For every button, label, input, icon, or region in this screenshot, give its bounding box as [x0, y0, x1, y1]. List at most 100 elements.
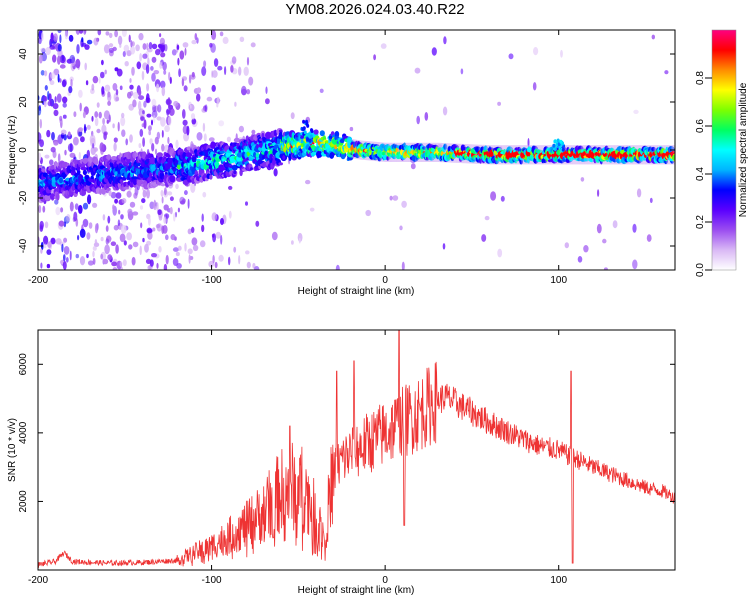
spectrogram-speckle [442, 106, 448, 116]
spectrogram-speckle [60, 129, 67, 135]
spectrogram-speckle [129, 84, 134, 90]
spectrogram-speckle [139, 53, 143, 62]
spectrogram-speckle [219, 31, 224, 37]
spectrogram-speckle [119, 233, 126, 243]
spectrogram-speckle [78, 151, 81, 160]
spectrogram-speckle [97, 30, 102, 36]
spectrogram-speckle [146, 83, 150, 92]
spectrogram-speckle [51, 131, 55, 141]
spectrogram-burst [302, 147, 306, 152]
x-tick-label: 0 [382, 575, 388, 586]
spectrogram-speckle [151, 253, 157, 258]
snr-y-ticks: 2000 4000 6000 [18, 353, 675, 513]
spectrogram-speckle [437, 144, 443, 149]
spectrogram-speckle [150, 66, 154, 71]
spectrogram-speckle [139, 128, 144, 137]
spectrogram-speckle [107, 100, 111, 106]
spectrogram-speckle [104, 84, 111, 92]
spectrogram-ridge-cell [160, 183, 166, 187]
spectrogram-speckle [93, 147, 98, 152]
spectrogram-speckle [102, 258, 109, 265]
spectrogram-speckle [243, 66, 249, 77]
spectrogram-speckle [119, 85, 123, 91]
spectrogram-speckle [46, 249, 52, 256]
spectrogram-speckle [142, 53, 148, 59]
spectrogram-speckle [182, 109, 186, 119]
spectrogram-halo [443, 143, 446, 163]
spectrogram-ridge-cell [253, 136, 258, 141]
spectrogram-speckle [93, 37, 99, 46]
spectrogram-speckle [190, 113, 196, 120]
spectrogram-speckle [208, 137, 215, 142]
colorbar: 0.0 0.2 0.4 0.6 0.8 Normalized spectral ampl… [695, 29, 749, 277]
spectrogram-speckle [164, 187, 167, 196]
spectrogram-speckle [148, 42, 153, 50]
spectrogram-speckle [94, 117, 99, 127]
spectrogram-speckle [107, 93, 112, 102]
spectrogram-speckle [127, 208, 133, 215]
spectrogram-speckle [81, 37, 84, 43]
spectrogram-speckle [69, 250, 72, 261]
spectrogram-speckle [161, 143, 165, 152]
spectrogram-speckle [118, 209, 121, 215]
spectrogram-speckle [161, 86, 166, 97]
spectrogram-speckle [141, 198, 146, 204]
spectrogram-speckle [138, 100, 142, 111]
spectrogram-ridge-cell [61, 173, 67, 178]
spectrogram-speckle [66, 214, 71, 222]
spectrogram-ridge-cell [94, 158, 99, 166]
spectrogram-speckle [50, 146, 56, 153]
spectrogram-speckle [78, 127, 84, 132]
spectrogram-speckle [108, 43, 114, 48]
spectrogram-ridge-cell [288, 153, 292, 162]
snr-x-ticks: -200 -100 0 100 [28, 330, 567, 586]
spectrogram-speckle [53, 33, 58, 42]
spectrogram-speckle [64, 149, 67, 156]
spectrogram-speckle [61, 96, 68, 104]
spectrogram-speckle [215, 231, 222, 239]
spectrogram-speckle [228, 185, 233, 190]
spectrogram-speckle [177, 245, 182, 251]
spectrogram-ridge-cell [236, 152, 244, 158]
spectrogram-speckle [106, 119, 110, 124]
spectrogram-burst [309, 134, 313, 139]
spectrogram-speckle [76, 44, 80, 54]
spectrogram-speckle [220, 234, 223, 245]
spectrogram-speckle [120, 266, 124, 270]
spectrogram-speckle [160, 52, 166, 58]
spectrogram-speckle [158, 43, 165, 53]
spectrogram-speckle [211, 70, 214, 78]
spectrogram-speckle [112, 267, 118, 270]
spectrogram-speckle [56, 93, 62, 103]
spectrogram-speckle [564, 242, 569, 249]
spectrogram-ridge-cell [282, 155, 286, 160]
spectrogram-speckle [217, 65, 223, 71]
spectrogram-speckle [78, 89, 83, 98]
spectrogram-speckle [107, 215, 111, 224]
spectrogram-speckle [158, 246, 162, 253]
spectrogram-speckle [86, 232, 91, 240]
spectrogram-speckle [101, 59, 104, 66]
spectrogram-speckle [147, 125, 152, 131]
spectrogram-speckle [291, 240, 294, 245]
spectrogram-speckle [151, 98, 157, 107]
spectrogram-speckle [104, 244, 110, 255]
spectrogram-burst [552, 143, 556, 148]
spectrogram-speckle [54, 199, 59, 205]
spectrogram-speckle [140, 116, 145, 121]
spectrogram-burst [308, 138, 312, 143]
spectrogram-speckle [238, 255, 241, 265]
spectrogram-speckle [42, 205, 46, 213]
y-tick-label: 6000 [18, 353, 29, 376]
spectrogram-speckle [147, 47, 153, 53]
spectrogram-burst [553, 139, 557, 144]
spectrogram-ridge-cell [422, 146, 427, 150]
spectrogram-speckle [130, 40, 133, 48]
spectrogram-speckle [187, 228, 192, 235]
spectrogram-y-ticks: -40 -20 0 20 40 [18, 48, 675, 253]
spectrogram-speckle [228, 256, 231, 266]
spectrogram-speckle [132, 99, 137, 108]
spectrogram-speckle [86, 149, 91, 159]
spectrogram-speckle [560, 49, 563, 58]
